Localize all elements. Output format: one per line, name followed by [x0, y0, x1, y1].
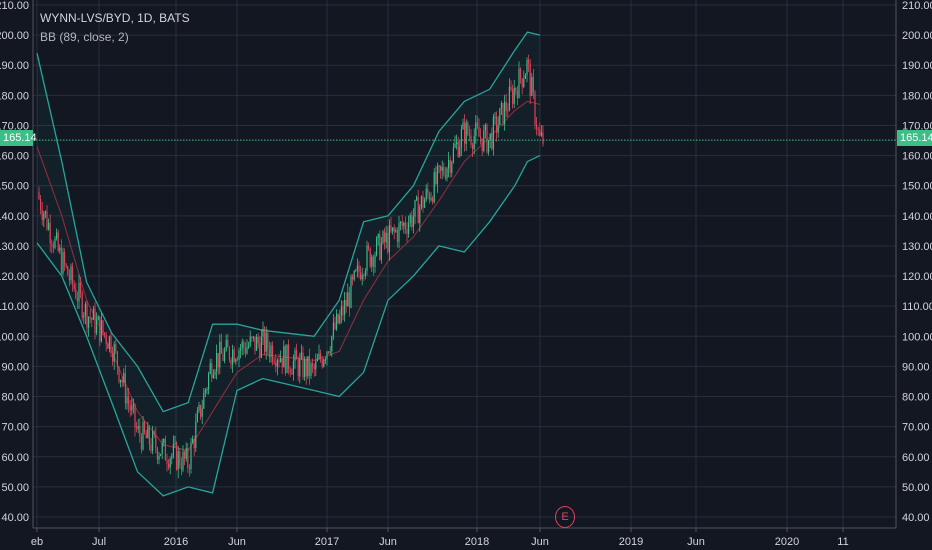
- y-tick-right: 100.00: [902, 331, 932, 343]
- x-tick-label: Jun: [228, 536, 246, 548]
- x-tick-label: 2017: [315, 536, 339, 548]
- x-tick-label: 2020: [775, 536, 799, 548]
- y-tick-left: 130.00: [0, 241, 29, 253]
- bb-lower-line[interactable]: [36, 155, 541, 497]
- y-tick-right: 180.00: [902, 90, 932, 102]
- y-tick-left: 60.00: [1, 452, 29, 464]
- y-tick-left: 90.00: [1, 361, 29, 373]
- x-tick-label: Jul: [92, 536, 106, 548]
- y-tick-right: 40.00: [902, 512, 930, 524]
- y-tick-right: 80.00: [902, 392, 930, 404]
- symbol-title[interactable]: WYNN-LVS/BYD, 1D, BATS: [40, 11, 190, 25]
- y-tick-left: 40.00: [1, 512, 29, 524]
- y-tick-left: 70.00: [1, 422, 29, 434]
- x-tick-label: 2016: [164, 536, 188, 548]
- x-tick-label: Jun: [379, 536, 397, 548]
- y-tick-left: 160.00: [0, 151, 29, 163]
- y-tick-right: 160.00: [902, 151, 932, 163]
- last-price-tag-left: 165.14: [0, 130, 37, 146]
- y-tick-right: 90.00: [902, 361, 930, 373]
- candles[interactable]: [38, 54, 544, 479]
- x-tick-label: eb: [31, 536, 43, 548]
- x-tick-label: 2018: [465, 536, 489, 548]
- y-tick-left: 150.00: [0, 181, 29, 193]
- x-tick-label: Jun: [531, 536, 549, 548]
- y-tick-right: 170.00: [902, 120, 932, 132]
- y-tick-right: 190.00: [902, 60, 932, 72]
- y-tick-left: 170.00: [0, 120, 29, 132]
- y-tick-right: 70.00: [902, 422, 930, 434]
- y-tick-right: 120.00: [902, 271, 932, 283]
- last-price-tag-right: 165.14: [897, 130, 932, 146]
- y-tick-right: 140.00: [902, 211, 932, 223]
- earnings-marker-icon[interactable]: E: [555, 506, 575, 528]
- y-tick-left: 190.00: [0, 60, 29, 72]
- y-tick-right: 150.00: [902, 181, 932, 193]
- y-tick-right: 50.00: [902, 482, 930, 494]
- x-tick-label: 2019: [619, 536, 643, 548]
- y-tick-left: 140.00: [0, 211, 29, 223]
- chart-legend: WYNN-LVS/BYD, 1D, BATS BB (89, close, 2): [40, 9, 190, 47]
- y-tick-left: 100.00: [0, 331, 29, 343]
- indicator-label[interactable]: BB (89, close, 2): [40, 30, 129, 44]
- y-tick-left: 80.00: [1, 392, 29, 404]
- x-tick-label: Jun: [687, 536, 705, 548]
- x-tick-label: 11: [837, 536, 848, 548]
- bb-upper-line[interactable]: [36, 31, 541, 413]
- y-tick-right: 110.00: [902, 301, 932, 313]
- y-tick-right: 210.00: [902, 0, 932, 12]
- y-tick-left: 200.00: [0, 30, 29, 42]
- y-tick-right: 130.00: [902, 241, 932, 253]
- y-tick-left: 210.00: [0, 0, 29, 12]
- grid: [33, 0, 896, 528]
- y-tick-left: 120.00: [0, 271, 29, 283]
- y-tick-right: 200.00: [902, 30, 932, 42]
- y-tick-left: 50.00: [1, 482, 29, 494]
- y-tick-left: 110.00: [0, 301, 29, 313]
- y-tick-right: 60.00: [902, 452, 930, 464]
- y-tick-left: 180.00: [0, 90, 29, 102]
